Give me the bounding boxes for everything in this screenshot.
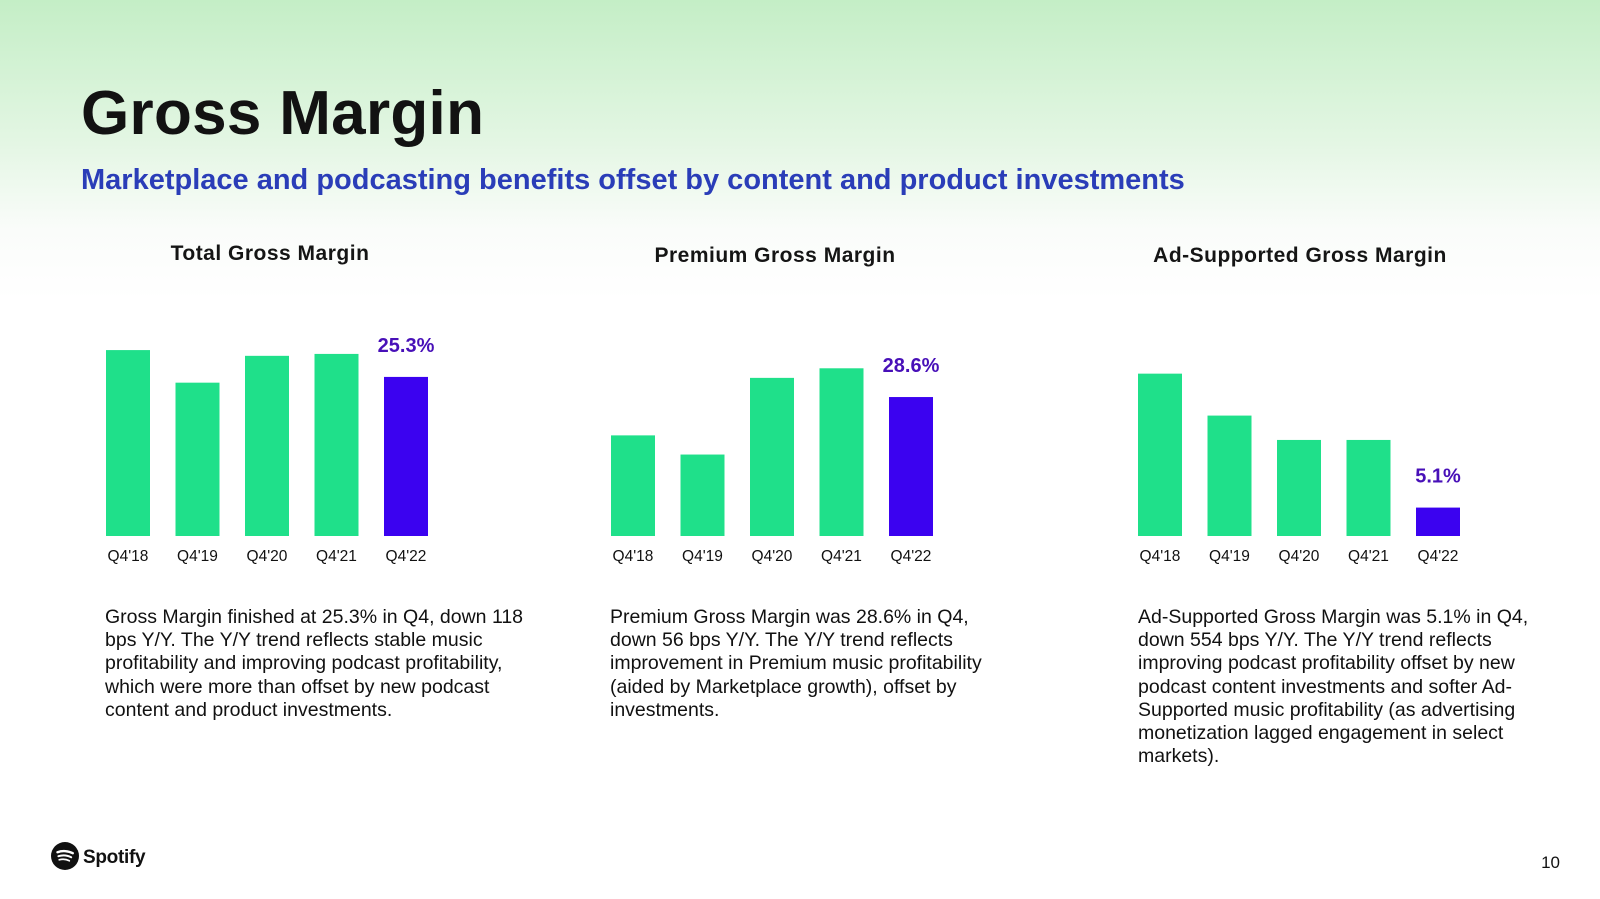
value-callout-label: 28.6%: [883, 355, 940, 377]
bar-q419: [1207, 415, 1252, 536]
x-tick-label: Q4'22: [891, 548, 932, 565]
spotify-logo-icon: [51, 841, 79, 875]
bar-q418: [1138, 373, 1182, 536]
description-premium: Premium Gross Margin was 28.6% in Q4, do…: [610, 606, 982, 721]
bar-q418: [611, 435, 655, 536]
bar-q420: [1277, 439, 1321, 536]
chart-title-ad-supported: Ad-Supported Gross Margin: [1153, 244, 1447, 267]
x-tick-label: Q4'20: [247, 548, 288, 565]
chart-title-premium: Premium Gross Margin: [654, 244, 896, 267]
x-tick-label: Q4'21: [1348, 548, 1389, 565]
x-tick-label: Q4'19: [1209, 548, 1250, 565]
bar-q421: [819, 368, 864, 536]
bar-q422: [1416, 507, 1460, 536]
page-title: Gross Margin: [81, 79, 485, 148]
total-gross-margin-chart: Q4'18 Q4'19 Q4'20 Q4'21 Q4'22 25.3%: [106, 335, 435, 565]
premium-gross-margin-chart: Q4'18 Q4'19 Q4'20 Q4'21 Q4'22 28.6%: [611, 355, 940, 565]
chart-title-total: Total Gross Margin: [170, 242, 370, 265]
x-tick-label: Q4'19: [682, 548, 723, 565]
x-tick-label: Q4'18: [1140, 548, 1181, 565]
spotify-logo: Spotify: [51, 841, 146, 875]
x-tick-label: Q4'20: [752, 548, 793, 565]
bar-q421: [314, 353, 359, 536]
value-callout-label: 25.3%: [378, 335, 435, 357]
x-tick-label: Q4'21: [821, 548, 862, 565]
bar-q418: [106, 350, 150, 536]
bar-q419: [175, 382, 220, 536]
x-tick-label: Q4'22: [386, 548, 427, 565]
x-tick-label: Q4'19: [177, 548, 218, 565]
bar-q422: [889, 397, 933, 536]
x-tick-label: Q4'18: [108, 548, 149, 565]
x-tick-label: Q4'22: [1418, 548, 1459, 565]
x-tick-label: Q4'18: [613, 548, 654, 565]
page-subtitle: Marketplace and podcasting benefits offs…: [81, 164, 1185, 196]
bar-q420: [245, 355, 289, 536]
page-number: 10: [1541, 853, 1560, 872]
ad-supported-gross-margin-chart: Q4'18 Q4'19 Q4'20 Q4'21 Q4'22 5.1%: [1138, 373, 1461, 565]
bar-q419: [680, 454, 725, 536]
bar-q420: [750, 377, 794, 536]
bar-q421: [1346, 439, 1391, 536]
brand-wordmark: Spotify: [83, 847, 146, 868]
description-ad-supported: Ad-Supported Gross Margin was 5.1% in Q4…: [1138, 606, 1529, 768]
x-tick-label: Q4'20: [1279, 548, 1320, 565]
value-callout-label: 5.1%: [1415, 466, 1461, 488]
bar-q422: [384, 376, 428, 536]
description-total: Gross Margin finished at 25.3% in Q4, do…: [105, 606, 524, 721]
x-tick-label: Q4'21: [316, 548, 357, 565]
